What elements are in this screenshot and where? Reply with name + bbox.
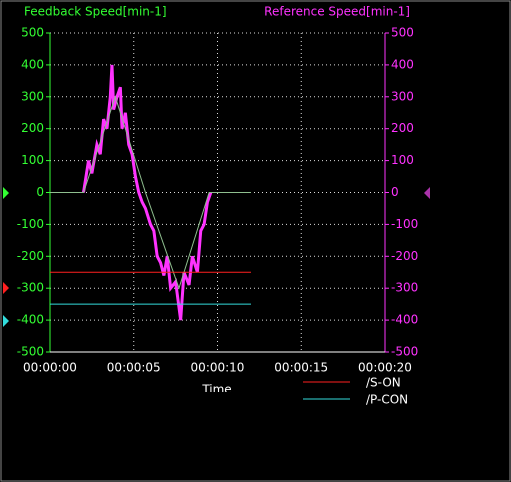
y2-tick-label: 100 — [391, 153, 414, 167]
y-tick-label: -400 — [17, 313, 44, 327]
y-tick-label: 200 — [21, 121, 44, 135]
y-tick-label: 300 — [21, 89, 44, 103]
y2-tick-label: 300 — [391, 89, 414, 103]
y2-tick-label: -500 — [391, 345, 418, 359]
y-tick-label: -200 — [17, 249, 44, 263]
y-title: Feedback Speed[min-1] — [24, 5, 167, 19]
y-tick-label: 100 — [21, 153, 44, 167]
y2-tick-label: 500 — [391, 26, 414, 40]
y2-tick-label: -400 — [391, 313, 418, 327]
series-line — [50, 95, 251, 290]
legend-label: /P-CON — [366, 393, 408, 407]
x-tick-label: 00:00:15 — [274, 361, 328, 375]
y2-title: Reference Speed[min-1] — [264, 5, 410, 19]
x-tick-label: 00:00:20 — [358, 361, 412, 375]
x-tick-label: 00:00:05 — [107, 361, 161, 375]
y-tick-label: 500 — [21, 26, 44, 40]
y-tick-label: -500 — [17, 345, 44, 359]
y2-tick-label: -300 — [391, 281, 418, 295]
x-tick-label: 00:00:10 — [191, 361, 245, 375]
son-marker — [3, 282, 9, 294]
ref-marker — [424, 187, 430, 199]
y-tick-label: 0 — [36, 185, 44, 199]
y-tick-label: -100 — [17, 217, 44, 231]
y2-tick-label: -100 — [391, 217, 418, 231]
y2-tick-label: 400 — [391, 57, 414, 71]
legend-label: /S-ON — [366, 376, 401, 390]
y-tick-label: -300 — [17, 281, 44, 295]
y2-tick-label: 0 — [391, 185, 399, 199]
series-line — [82, 64, 213, 321]
zero-marker — [3, 187, 9, 199]
pcon-marker — [3, 315, 9, 327]
y2-tick-label: -200 — [391, 249, 418, 263]
x-title-mask — [180, 392, 260, 404]
x-tick-label: 00:00:00 — [23, 361, 77, 375]
y-tick-label: 400 — [21, 57, 44, 71]
y2-tick-label: 200 — [391, 121, 414, 135]
